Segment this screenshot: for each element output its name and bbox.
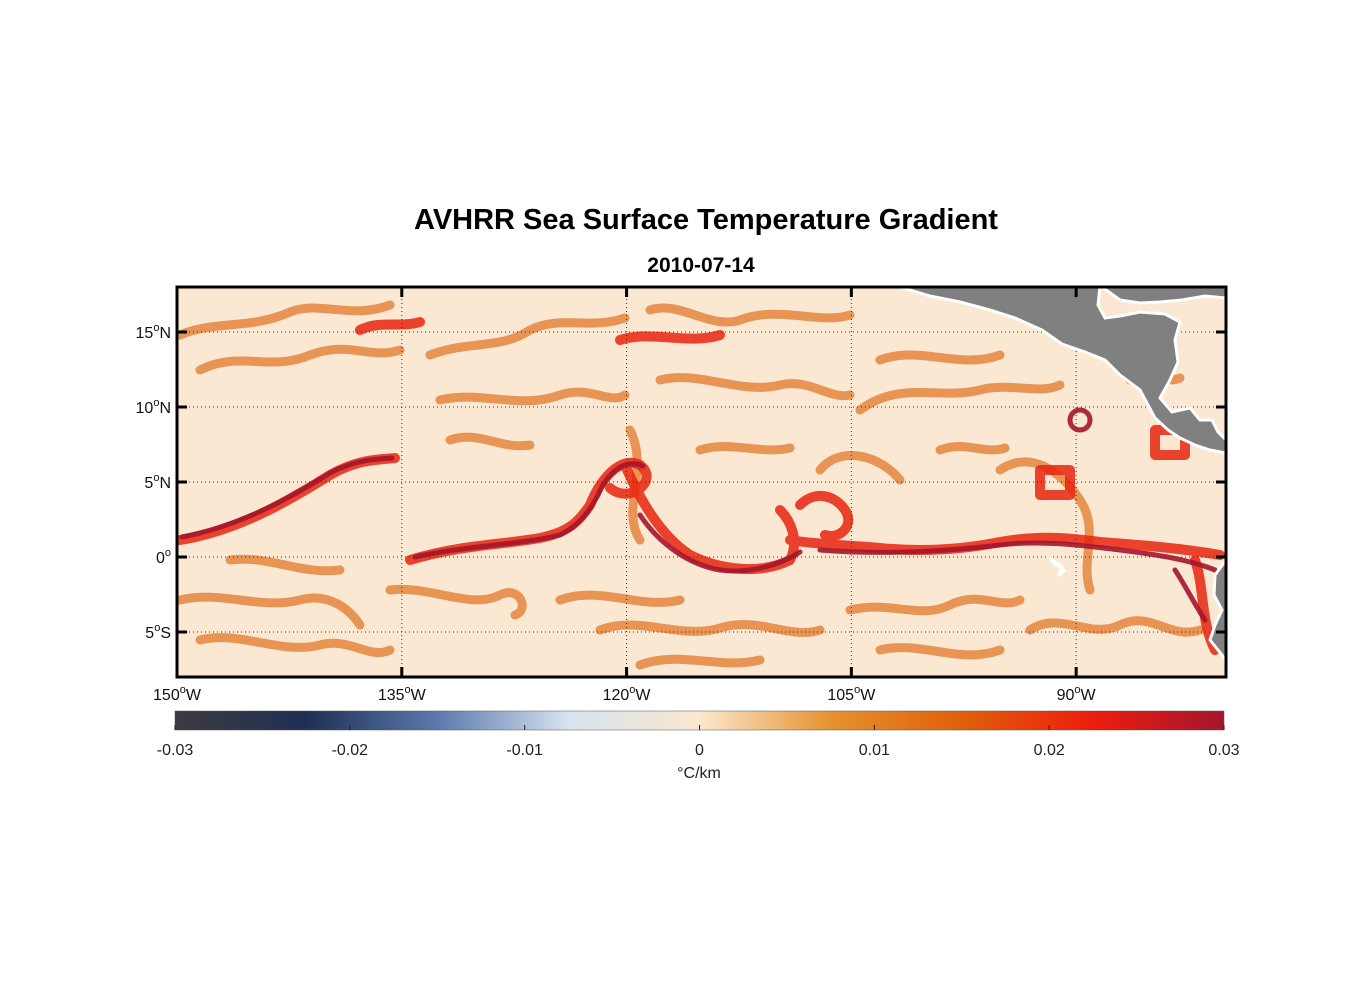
- colorbar-ticks: -0.03 -0.02 -0.01 0 0.01 0.02 0.03: [157, 725, 1240, 759]
- latitude-label: 5oS: [145, 622, 171, 642]
- colorbar-tick-label: -0.02: [332, 742, 369, 759]
- latitude-label: 5oN: [144, 472, 171, 492]
- map-subtitle: 2010-07-14: [647, 254, 755, 277]
- longitude-tick-labels: 150oW 135oW 120oW 105oW 90oW: [153, 684, 1097, 704]
- gradient-fronts-light: [177, 300, 1205, 670]
- latitude-label: 10oN: [136, 397, 171, 417]
- map-tick-marks: [175, 287, 1226, 677]
- colorbar-tick-label: -0.03: [157, 742, 194, 759]
- latitude-label: 15oN: [136, 322, 171, 342]
- colorbar: -0.03 -0.02 -0.01 0 0.01 0.02 0.03 °C/km: [157, 710, 1240, 782]
- longitude-label: 120oW: [603, 684, 652, 704]
- colorbar-tick-label: -0.01: [506, 742, 543, 759]
- map-plot-area: 150oW 135oW 120oW 105oW 90oW 15oN 10oN 5oN 0o 5o…: [136, 285, 1228, 704]
- map-title: AVHRR Sea Surface Temperature Gradient: [414, 204, 998, 236]
- longitude-label: 150oW: [153, 684, 202, 704]
- latitude-label: 0o: [156, 547, 171, 567]
- colorbar-tick-label: 0: [695, 742, 704, 759]
- longitude-label: 90oW: [1057, 684, 1097, 704]
- colorbar-tick-label: 0.02: [1034, 742, 1065, 759]
- central-america-landmass: [899, 287, 1226, 663]
- longitude-label: 105oW: [827, 684, 876, 704]
- colorbar-unit-label: °C/km: [677, 765, 721, 782]
- latitude-tick-labels: 15oN 10oN 5oN 0o 5oS: [136, 322, 171, 642]
- colorbar-tick-label: 0.03: [1208, 742, 1239, 759]
- longitude-label: 135oW: [378, 684, 427, 704]
- colorbar-tick-label: 0.01: [859, 742, 890, 759]
